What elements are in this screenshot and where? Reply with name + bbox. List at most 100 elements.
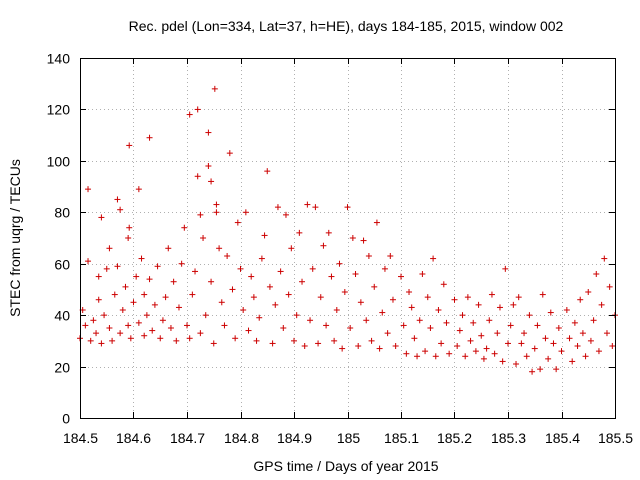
data-point [221,322,228,329]
data-point [341,289,348,295]
data-point [325,229,332,236]
y-tick-label: 60 [54,257,70,273]
data-point [534,322,541,329]
data-point [515,294,522,301]
data-point [114,196,121,203]
data-point [446,350,453,357]
data-point [109,337,116,344]
data-points [77,85,618,375]
data-point [149,327,156,334]
data-point [208,178,215,185]
data-point [352,271,359,277]
data-point [213,201,220,208]
data-point [320,242,327,249]
data-point [419,271,426,277]
data-point [315,340,322,347]
data-point [414,353,421,360]
data-point [141,291,148,298]
data-point [601,255,608,262]
data-point [224,253,231,259]
data-point [406,289,413,295]
data-point [579,330,586,337]
data-point [577,296,584,303]
data-point [151,301,158,308]
data-point [357,299,364,306]
data-point [440,281,447,288]
data-point [505,340,511,347]
data-point [609,343,616,349]
data-point [242,209,249,216]
data-point [85,186,92,193]
data-point [467,337,474,344]
data-point [202,312,209,319]
data-point [513,361,520,367]
data-point [205,129,212,136]
data-point [595,348,602,355]
data-point [539,291,546,298]
data-point [365,253,372,259]
data-point [392,343,399,349]
data-point [125,322,132,329]
data-point [208,278,215,285]
chart-title: Rec. pdel (Lon=334, Lat=37, h=HE), days … [129,18,564,34]
data-point [416,317,423,324]
data-point [400,322,407,329]
data-point [87,337,94,344]
data-point [293,312,300,319]
data-point [90,317,97,324]
data-point [582,353,589,360]
data-point [159,317,166,324]
data-point [154,263,161,270]
data-point [216,245,223,252]
data-point [480,355,487,362]
data-point [253,337,260,344]
data-point [475,301,482,308]
data-point [349,235,356,241]
data-point [523,353,530,360]
data-point [117,330,124,337]
data-point [379,309,386,316]
y-axis-label: STEC from uqrg / TECUs [7,159,23,317]
y-tick-label: 80 [54,205,70,221]
data-point [264,168,271,175]
data-point [411,335,418,342]
data-point [355,343,362,349]
data-point [256,314,263,321]
data-point [510,301,517,308]
data-point [435,307,442,313]
data-point [106,245,113,252]
data-point [518,340,525,347]
data-point [189,291,196,298]
data-point [173,337,180,344]
data-point [309,265,316,272]
data-point [299,278,306,285]
data-point [157,335,164,342]
data-point [496,304,503,311]
data-point [167,325,174,331]
data-point [95,296,102,303]
data-point [288,245,295,252]
x-tick-label: 185.4 [545,430,580,446]
data-point [175,304,182,311]
data-point [545,355,552,362]
data-point [170,278,177,285]
data-point [296,229,303,236]
data-point [555,325,562,331]
data-point [285,291,292,298]
data-point [141,332,148,339]
data-point [373,219,380,226]
y-tick-label: 20 [54,360,70,376]
data-point [360,237,367,244]
data-point [598,301,605,308]
data-point [237,265,244,272]
data-point [438,340,445,347]
data-point [563,307,570,313]
data-point [403,350,410,357]
data-point [95,273,102,280]
data-point [250,294,257,301]
axis-ticks: 184.5 184.6 184.7 184.8 184.9 185 185.1 185.2 18… [47,51,634,447]
data-point [186,111,193,118]
data-point [229,286,236,293]
data-point [162,294,169,301]
x-axis-label: GPS time / Days of year 2015 [253,458,438,474]
